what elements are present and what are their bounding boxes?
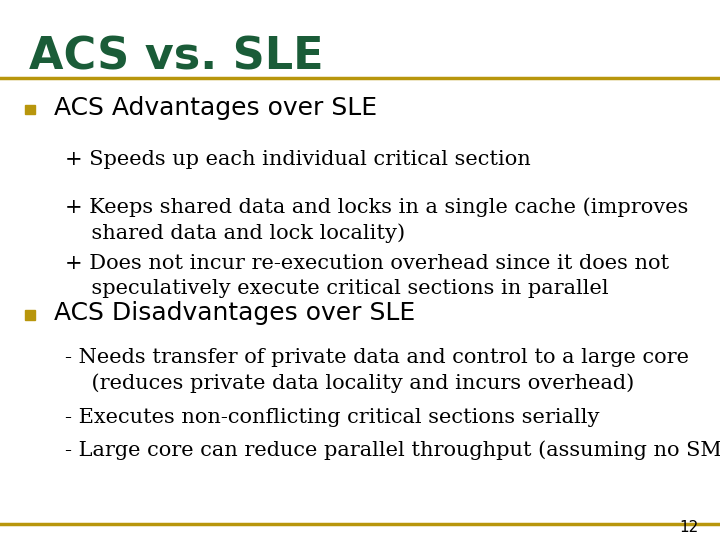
Text: ACS Disadvantages over SLE: ACS Disadvantages over SLE — [54, 301, 415, 325]
Text: + Speeds up each individual critical section: + Speeds up each individual critical sec… — [65, 150, 531, 169]
Text: 12: 12 — [679, 519, 698, 535]
Text: + Does not incur re-execution overhead since it does not
    speculatively execu: + Does not incur re-execution overhead s… — [65, 254, 669, 298]
Text: ACS Advantages over SLE: ACS Advantages over SLE — [54, 96, 377, 120]
Text: - Needs transfer of private data and control to a large core
    (reduces privat: - Needs transfer of private data and con… — [65, 348, 689, 393]
Text: - Large core can reduce parallel throughput (assuming no SMT): - Large core can reduce parallel through… — [65, 440, 720, 460]
FancyBboxPatch shape — [25, 310, 35, 320]
Text: + Keeps shared data and locks in a single cache (improves
    shared data and lo: + Keeps shared data and locks in a singl… — [65, 197, 688, 242]
Text: - Executes non-conflicting critical sections serially: - Executes non-conflicting critical sect… — [65, 408, 599, 427]
FancyBboxPatch shape — [25, 105, 35, 114]
Text: ACS vs. SLE: ACS vs. SLE — [29, 35, 323, 78]
